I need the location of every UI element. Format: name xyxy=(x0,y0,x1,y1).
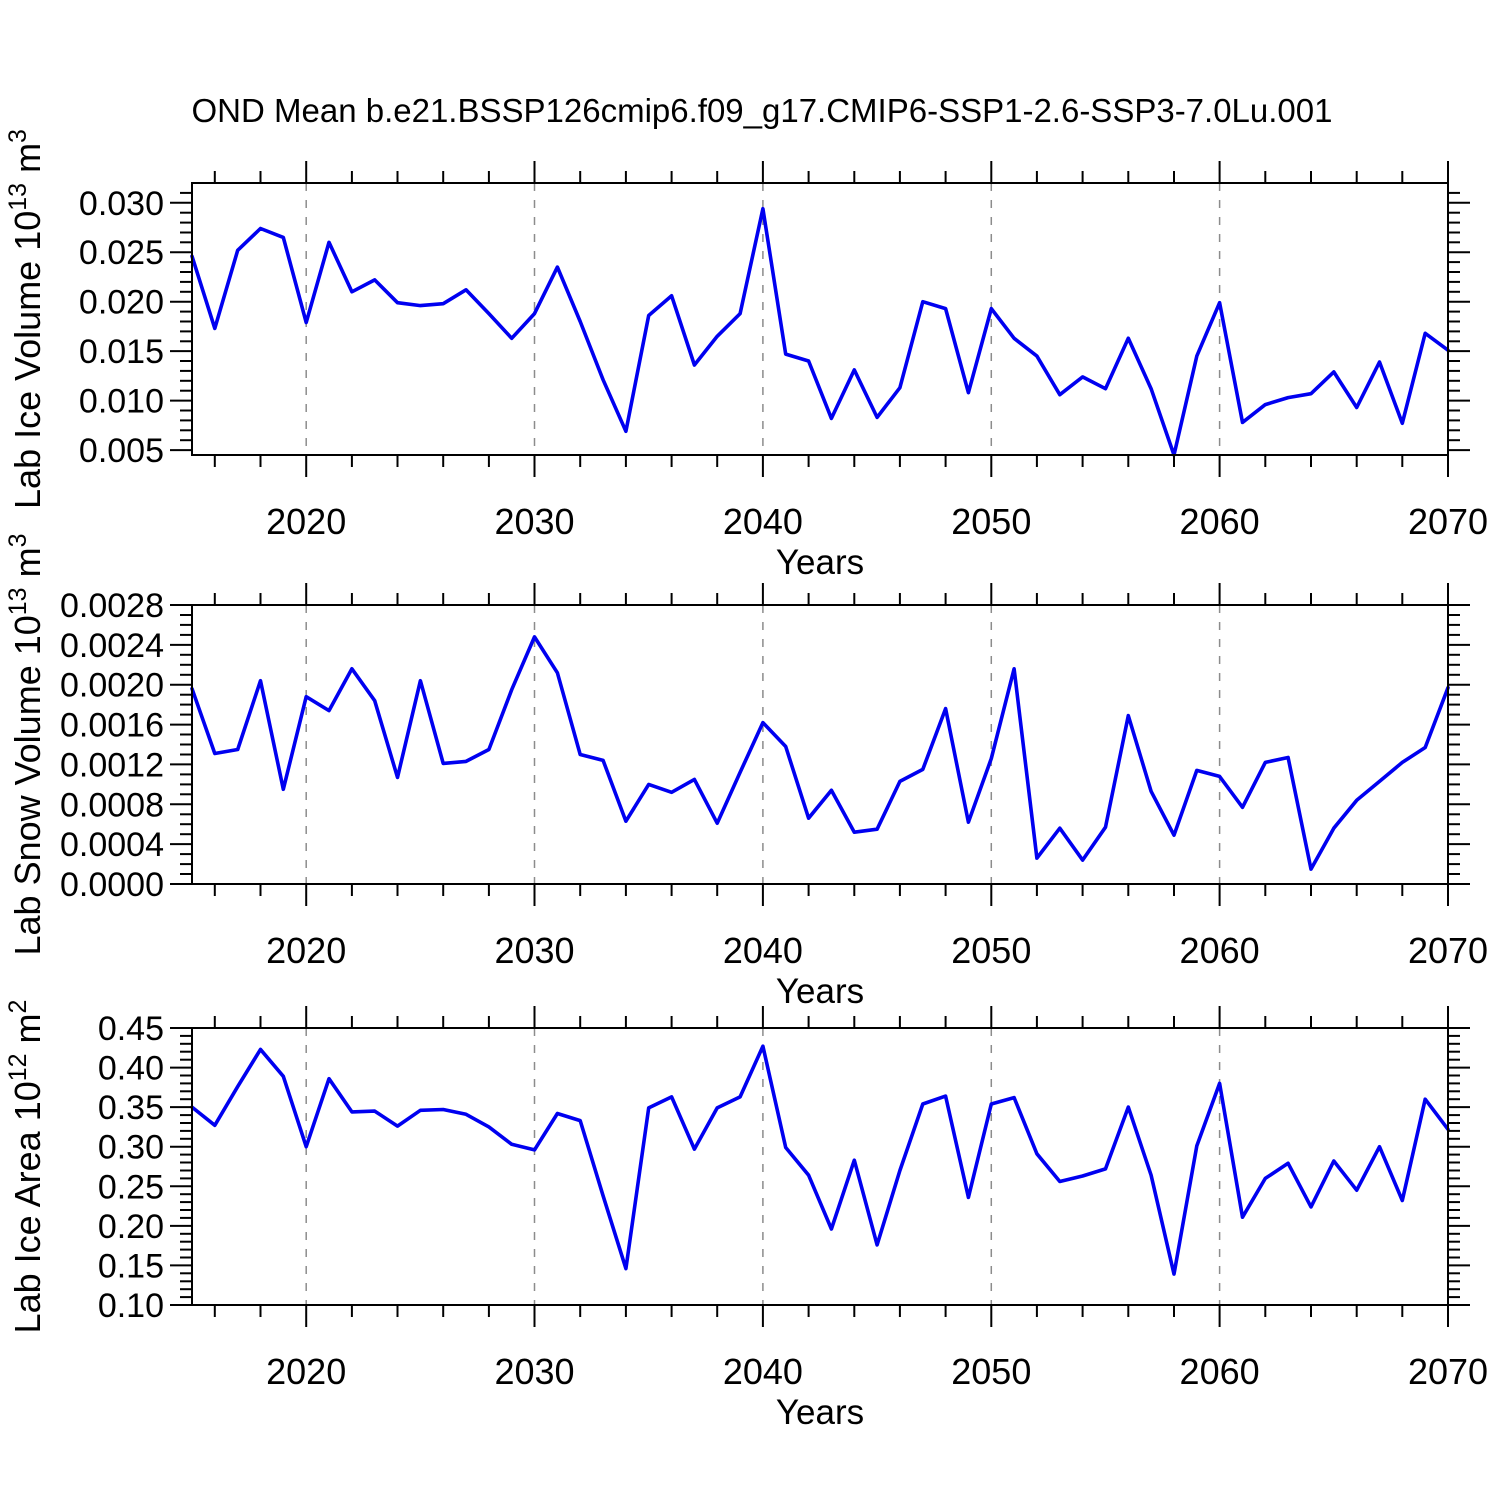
y-axis-title: Lab Ice Volume 1013 m3 xyxy=(4,129,48,509)
x-axis-title: Years xyxy=(776,543,864,582)
x-tick-label: 2070 xyxy=(1408,501,1488,542)
y-tick-label: 0.0004 xyxy=(60,826,164,864)
x-tick-label: 2050 xyxy=(951,1351,1031,1392)
plot-frame xyxy=(191,182,1449,456)
x-tick-label: 2040 xyxy=(723,930,803,971)
x-tick-label: 2040 xyxy=(723,501,803,542)
y-tick-label: 0.10 xyxy=(98,1287,164,1325)
plot-frame xyxy=(191,604,1449,885)
y-tick-label: 0.015 xyxy=(79,333,164,371)
y-tick-label: 0.025 xyxy=(79,234,164,272)
x-tick-label: 2030 xyxy=(494,930,574,971)
chart-panel-lab-ice-volume: 0.005 0.010 0.015 0.020 0.025 0.030 2020 2030 20… xyxy=(4,129,1488,582)
y-tick-label: 0.0016 xyxy=(60,707,164,745)
y-tick-label: 0.020 xyxy=(79,284,164,322)
x-tick-label: 2030 xyxy=(494,501,574,542)
y-tick-label: 0.20 xyxy=(98,1208,164,1246)
y-tick-label: 0.0024 xyxy=(60,627,164,665)
plot-frame xyxy=(191,1027,1449,1306)
x-tick-label: 2060 xyxy=(1180,930,1260,971)
y-tick-label: 0.0020 xyxy=(60,667,164,705)
chart-panel-lab-snow-volume: 0.00000.00040.00080.00120.00160.00200.00… xyxy=(4,534,1488,1011)
y-tick-label: 0.0012 xyxy=(60,746,164,784)
x-axis-title: Years xyxy=(776,972,864,1011)
y-tick-label: 0.25 xyxy=(98,1168,164,1206)
x-tick-label: 2020 xyxy=(266,1351,346,1392)
x-tick-label: 2050 xyxy=(951,930,1031,971)
y-tick-label: 0.35 xyxy=(98,1089,164,1127)
figure-title: OND Mean b.e21.BSSP126cmip6.f09_g17.CMIP… xyxy=(191,92,1333,129)
x-tick-label: 2070 xyxy=(1408,1351,1488,1392)
x-tick-label: 2060 xyxy=(1180,1351,1260,1392)
x-tick-label: 2070 xyxy=(1408,930,1488,971)
x-tick-label: 2050 xyxy=(951,501,1031,542)
y-tick-label: 0.0008 xyxy=(60,786,164,824)
y-axis-title: Lab Snow Volume 1013 m3 xyxy=(4,534,48,956)
x-tick-label: 2020 xyxy=(266,501,346,542)
chart-panel-lab-ice-area: 0.100.150.200.250.300.350.400.45 2020 2030… xyxy=(4,1000,1488,1432)
y-tick-label: 0.0028 xyxy=(60,587,164,625)
y-tick-label: 0.30 xyxy=(98,1129,164,1167)
y-tick-label: 0.40 xyxy=(98,1050,164,1088)
data-line-lab-snow-volume xyxy=(190,635,1450,871)
y-tick-label: 0.005 xyxy=(79,432,164,470)
y-tick-label: 0.0000 xyxy=(60,866,164,904)
x-tick-label: 2040 xyxy=(723,1351,803,1392)
y-tick-label: 0.45 xyxy=(98,1010,164,1048)
x-tick-label: 2060 xyxy=(1180,501,1260,542)
y-tick-label: 0.030 xyxy=(79,185,164,223)
data-line-lab-ice-area xyxy=(190,1044,1450,1276)
y-axis-title: Lab Ice Area 1012 m2 xyxy=(4,1000,48,1334)
x-tick-label: 2030 xyxy=(494,1351,574,1392)
x-tick-label: 2020 xyxy=(266,930,346,971)
data-line-lab-ice-volume xyxy=(190,206,1450,457)
y-tick-label: 0.15 xyxy=(98,1247,164,1285)
x-axis-title: Years xyxy=(776,1393,864,1432)
y-tick-label: 0.010 xyxy=(79,383,164,421)
